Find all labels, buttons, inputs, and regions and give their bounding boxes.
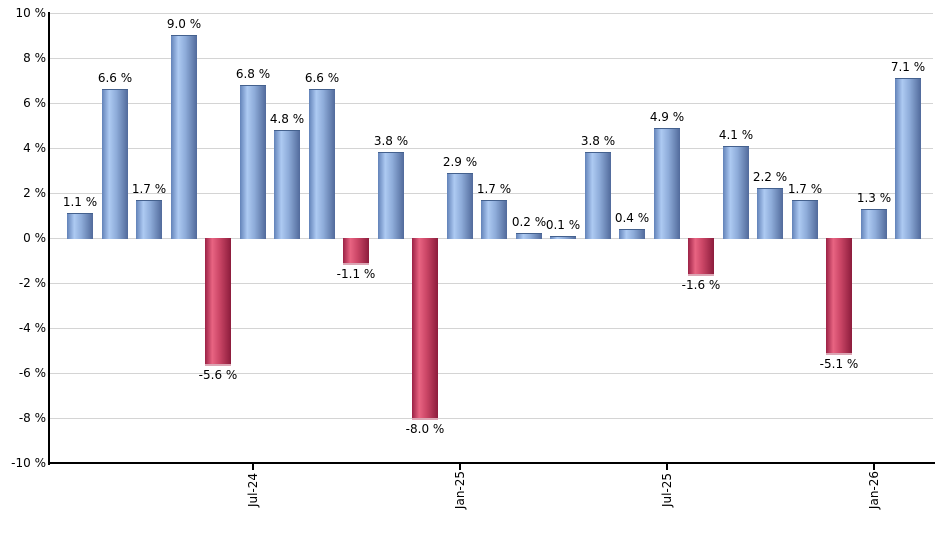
y-axis-tick-label: 2 %: [23, 186, 46, 200]
x-axis-tick: [459, 463, 461, 470]
y-axis-tick-label: 4 %: [23, 141, 46, 155]
bar[interactable]: [447, 173, 473, 239]
y-axis-line: [48, 12, 50, 465]
bar-value-label: 6.6 %: [97, 71, 133, 85]
gridline: [50, 328, 933, 329]
x-axis-tick: [666, 463, 668, 470]
bar-value-label: -1.1 %: [336, 267, 376, 281]
x-axis-line: [48, 462, 935, 464]
gridline: [50, 283, 933, 284]
bar[interactable]: [619, 229, 645, 239]
bar[interactable]: [171, 35, 197, 239]
bar[interactable]: [861, 209, 887, 239]
bar[interactable]: [481, 200, 507, 239]
x-axis-tick-label: Jul-24: [246, 472, 260, 508]
y-axis-tick-label: -8 %: [18, 411, 46, 425]
y-axis-tick-label: 6 %: [23, 96, 46, 110]
bar-value-label: -5.6 %: [198, 368, 238, 382]
bar[interactable]: [895, 78, 921, 239]
y-axis-tick-label: 0 %: [23, 231, 46, 245]
bar-value-label: 2.9 %: [442, 155, 478, 169]
bar[interactable]: [67, 213, 93, 239]
x-axis-tick-label: Jan-26: [867, 470, 881, 510]
bar[interactable]: [688, 238, 714, 276]
y-axis-tick-label: 10 %: [15, 6, 47, 20]
bar[interactable]: [309, 89, 335, 239]
x-axis-tick: [252, 463, 254, 470]
bar-value-label: 9.0 %: [166, 17, 202, 31]
x-axis-tick-label: Jan-25: [453, 470, 467, 510]
bar[interactable]: [102, 89, 128, 239]
bar-value-label: -8.0 %: [405, 422, 445, 436]
bar[interactable]: [654, 128, 680, 239]
y-axis-tick-label: -2 %: [18, 276, 46, 290]
bar[interactable]: [516, 233, 542, 239]
y-axis-tick-label: -6 %: [18, 366, 46, 380]
bar-value-label: -1.6 %: [681, 278, 721, 292]
bar[interactable]: [826, 238, 852, 355]
bar-value-label: 3.8 %: [580, 134, 616, 148]
bar[interactable]: [136, 200, 162, 239]
x-axis-tick-label: Jul-25: [660, 472, 674, 508]
bar[interactable]: [792, 200, 818, 239]
bar[interactable]: [723, 146, 749, 239]
bar[interactable]: [274, 130, 300, 239]
gridline: [50, 418, 933, 419]
y-axis-tick-label: -4 %: [18, 321, 46, 335]
x-axis-tick: [873, 463, 875, 470]
bar-value-label: 3.8 %: [373, 134, 409, 148]
bar[interactable]: [757, 188, 783, 239]
gridline: [50, 373, 933, 374]
y-axis-tick-label: -10 %: [11, 456, 46, 470]
bar-value-label: 4.9 %: [649, 110, 685, 124]
bar-value-label: 7.1 %: [890, 60, 926, 74]
bar-value-label: 4.1 %: [718, 128, 754, 142]
bar[interactable]: [550, 236, 576, 239]
bar[interactable]: [205, 238, 231, 366]
bar[interactable]: [240, 85, 266, 239]
bar[interactable]: [585, 152, 611, 239]
bar[interactable]: [412, 238, 438, 420]
y-axis-tick-label: 8 %: [23, 51, 46, 65]
bar-value-label: -5.1 %: [819, 357, 859, 371]
bar-value-label: 6.6 %: [304, 71, 340, 85]
bar[interactable]: [378, 152, 404, 239]
bar[interactable]: [343, 238, 369, 265]
bar-value-label: 6.8 %: [235, 67, 271, 81]
gridline: [50, 13, 933, 14]
